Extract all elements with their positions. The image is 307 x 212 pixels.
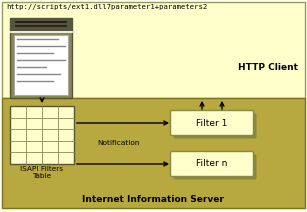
- FancyBboxPatch shape: [170, 152, 254, 177]
- Text: ISAPI Filters
Table: ISAPI Filters Table: [21, 166, 64, 180]
- FancyBboxPatch shape: [173, 155, 257, 180]
- FancyBboxPatch shape: [173, 113, 257, 138]
- Bar: [10, 106, 74, 164]
- Text: Internet Information Server: Internet Information Server: [82, 195, 224, 204]
- Bar: [14, 35, 68, 95]
- Text: Filter 1: Filter 1: [196, 119, 228, 127]
- Text: Filter n: Filter n: [196, 159, 228, 169]
- Bar: [10, 18, 72, 98]
- Text: HTTP Client: HTTP Client: [238, 64, 298, 73]
- Text: Notification: Notification: [97, 140, 139, 146]
- Text: http://scripts/ext1.dll7parameter1+parameters2: http://scripts/ext1.dll7parameter1+param…: [6, 4, 207, 10]
- Bar: [10, 18, 72, 31]
- FancyBboxPatch shape: [170, 110, 254, 135]
- Bar: [2, 98, 305, 208]
- Bar: [2, 2, 305, 98]
